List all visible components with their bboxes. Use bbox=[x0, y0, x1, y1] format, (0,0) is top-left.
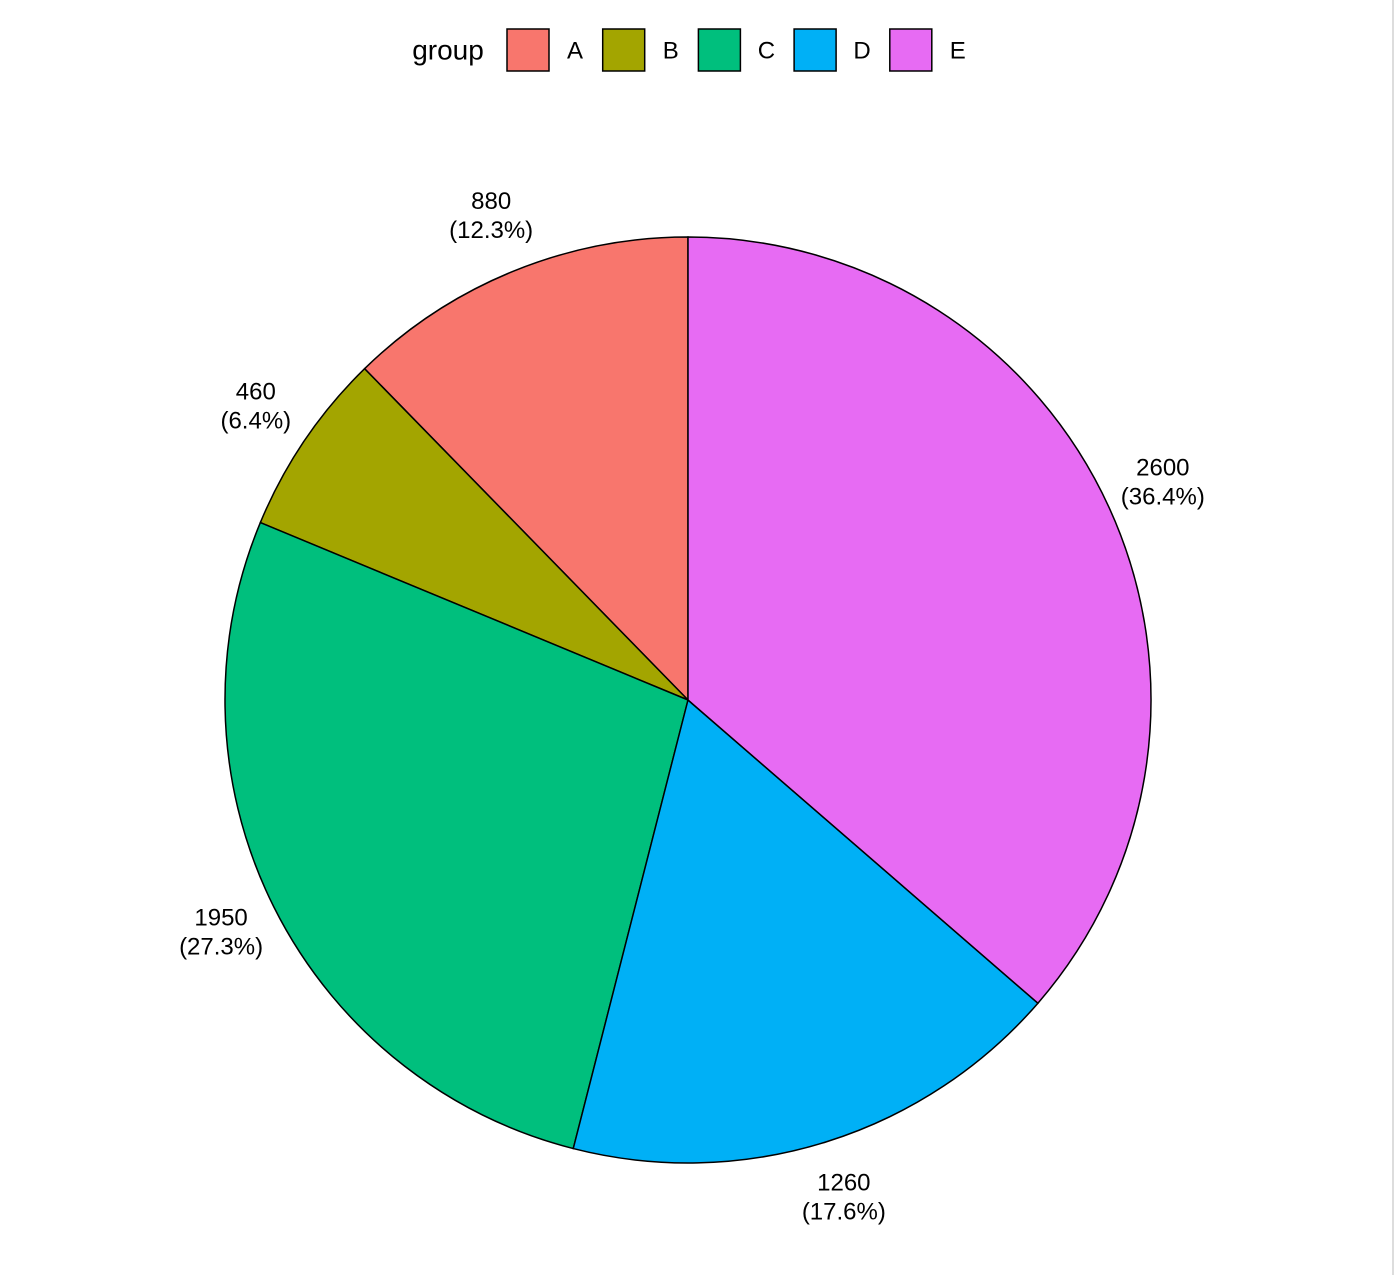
legend-label: A bbox=[567, 37, 583, 64]
legend-key bbox=[506, 28, 550, 72]
legend-key bbox=[889, 28, 933, 72]
legend-label: C bbox=[758, 37, 775, 64]
legend-key bbox=[697, 28, 742, 72]
legend-key bbox=[793, 28, 837, 72]
percent-label: (17.6%) bbox=[802, 1199, 886, 1226]
value-label: 460 bbox=[236, 379, 276, 406]
legend-label: D bbox=[853, 37, 870, 64]
legend-label: E bbox=[950, 37, 966, 64]
legend-key bbox=[601, 28, 646, 72]
legend-label: B bbox=[663, 37, 679, 64]
percent-label: (6.4%) bbox=[220, 408, 291, 435]
percent-label: (27.3%) bbox=[179, 934, 263, 961]
value-label: 2600 bbox=[1136, 454, 1189, 481]
value-label: 880 bbox=[471, 188, 511, 215]
percent-label: (12.3%) bbox=[449, 217, 533, 244]
pie-slice bbox=[259, 367, 689, 701]
pie-slice bbox=[224, 521, 689, 1150]
value-label: 1950 bbox=[194, 905, 247, 932]
value-label: 1260 bbox=[817, 1170, 870, 1197]
pie-slice bbox=[572, 698, 1039, 1164]
percent-label: (36.4%) bbox=[1121, 483, 1205, 510]
pie-slice bbox=[363, 236, 689, 702]
legend-title: group bbox=[412, 34, 484, 65]
pie-slice bbox=[687, 236, 1152, 1005]
